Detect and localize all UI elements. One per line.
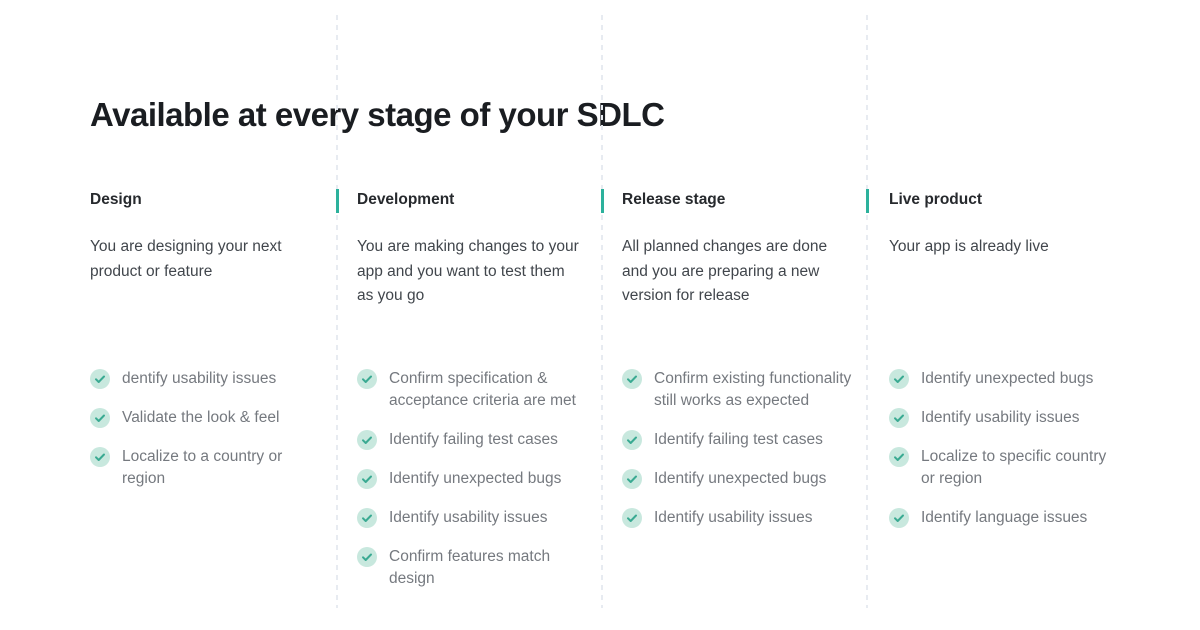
stage-column-development: Development You are making changes to yo… [357, 190, 595, 590]
list-item-label: Identify failing test cases [389, 430, 558, 448]
column-divider [601, 15, 603, 608]
check-circle-icon [90, 407, 110, 428]
check-circle-icon [357, 429, 377, 450]
heading-accent-bar [866, 189, 869, 213]
list-item-label: Localize to a country or region [122, 447, 283, 487]
check-circle-icon [622, 468, 642, 489]
check-circle-icon [622, 507, 642, 528]
list-item: Confirm existing functionality still wor… [622, 368, 860, 412]
check-circle-icon [357, 368, 377, 389]
check-circle-icon [90, 368, 110, 389]
check-circle-icon [889, 507, 909, 528]
list-item: Identify failing test cases [622, 429, 860, 451]
check-circle-icon [622, 368, 642, 389]
list-item: Confirm specification & acceptance crite… [357, 368, 595, 412]
check-circle-icon [889, 407, 909, 428]
check-circle-icon [357, 507, 377, 528]
list-item: Localize to a country or region [90, 446, 328, 490]
check-circle-icon [889, 507, 909, 528]
list-item: Localize to specific country or region [889, 446, 1127, 490]
stage-description: You are designing your next product or f… [90, 238, 282, 280]
stage-heading: Release stage [622, 191, 726, 208]
check-circle-icon [622, 429, 642, 450]
list-item: Identify usability issues [622, 507, 860, 529]
list-item-label: dentify usability issues [122, 369, 277, 387]
check-circle-icon [357, 368, 377, 389]
check-circle-icon [889, 368, 909, 389]
list-item: Identify usability issues [889, 407, 1127, 429]
stage-description: All planned changes are done and you are… [622, 238, 828, 304]
list-item-label: Confirm features match design [389, 547, 551, 587]
check-circle-icon [357, 546, 377, 567]
stage-column-live: Live product Your app is already live Id… [889, 190, 1127, 529]
stage-check-list: Confirm specification & acceptance crite… [357, 368, 595, 590]
list-item: Identify language issues [889, 507, 1127, 529]
check-circle-icon [889, 446, 909, 467]
list-item: Identify usability issues [357, 507, 595, 529]
list-item: Identify unexpected bugs [622, 468, 860, 490]
heading-accent-bar [336, 189, 339, 213]
column-divider [866, 15, 868, 608]
stage-heading: Design [90, 191, 142, 208]
list-item-label: Identify usability issues [921, 408, 1080, 426]
stage-check-list: Confirm existing functionality still wor… [622, 368, 860, 529]
stage-heading: Development [357, 191, 455, 208]
check-circle-icon [357, 507, 377, 528]
check-circle-icon [889, 368, 909, 389]
check-circle-icon [90, 368, 110, 389]
stage-check-list: Identify unexpected bugs Identify usabil… [889, 368, 1127, 529]
list-item-label: Identify unexpected bugs [389, 469, 562, 487]
list-item: dentify usability issues [90, 368, 328, 390]
heading-accent-bar [601, 189, 604, 213]
list-item-label: Identify unexpected bugs [921, 369, 1094, 387]
check-circle-icon [622, 368, 642, 389]
list-item-label: Identify unexpected bugs [654, 469, 827, 487]
list-item-label: Confirm specification & acceptance crite… [389, 369, 576, 409]
page-title: Available at every stage of your SDLC [90, 96, 665, 134]
check-circle-icon [357, 429, 377, 450]
list-item: Identify unexpected bugs [357, 468, 595, 490]
check-circle-icon [90, 407, 110, 428]
list-item-label: Identify usability issues [654, 508, 813, 526]
check-circle-icon [889, 407, 909, 428]
stage-column-design: Design You are designing your next produ… [90, 190, 328, 490]
list-item-label: Localize to specific country or region [921, 447, 1107, 487]
check-circle-icon [357, 546, 377, 567]
list-item-label: Confirm existing functionality still wor… [654, 369, 852, 409]
check-circle-icon [90, 446, 110, 467]
list-item: Identify failing test cases [357, 429, 595, 451]
stage-check-list: dentify usability issues Validate the lo… [90, 368, 328, 490]
check-circle-icon [357, 468, 377, 489]
check-circle-icon [622, 468, 642, 489]
check-circle-icon [357, 468, 377, 489]
stage-heading: Live product [889, 191, 983, 208]
check-circle-icon [90, 446, 110, 467]
stage-description: Your app is already live [889, 238, 1049, 255]
list-item: Confirm features match design [357, 546, 595, 590]
list-item-label: Identify failing test cases [654, 430, 823, 448]
list-item-label: Identify language issues [921, 508, 1088, 526]
check-circle-icon [622, 507, 642, 528]
list-item-label: Identify usability issues [389, 508, 548, 526]
list-item-label: Validate the look & feel [122, 408, 280, 426]
list-item: Identify unexpected bugs [889, 368, 1127, 390]
stage-description: You are making changes to your app and y… [357, 238, 579, 304]
check-circle-icon [889, 446, 909, 467]
check-circle-icon [622, 429, 642, 450]
list-item: Validate the look & feel [90, 407, 328, 429]
column-divider [336, 15, 338, 608]
stage-column-release: Release stage All planned changes are do… [622, 190, 860, 529]
